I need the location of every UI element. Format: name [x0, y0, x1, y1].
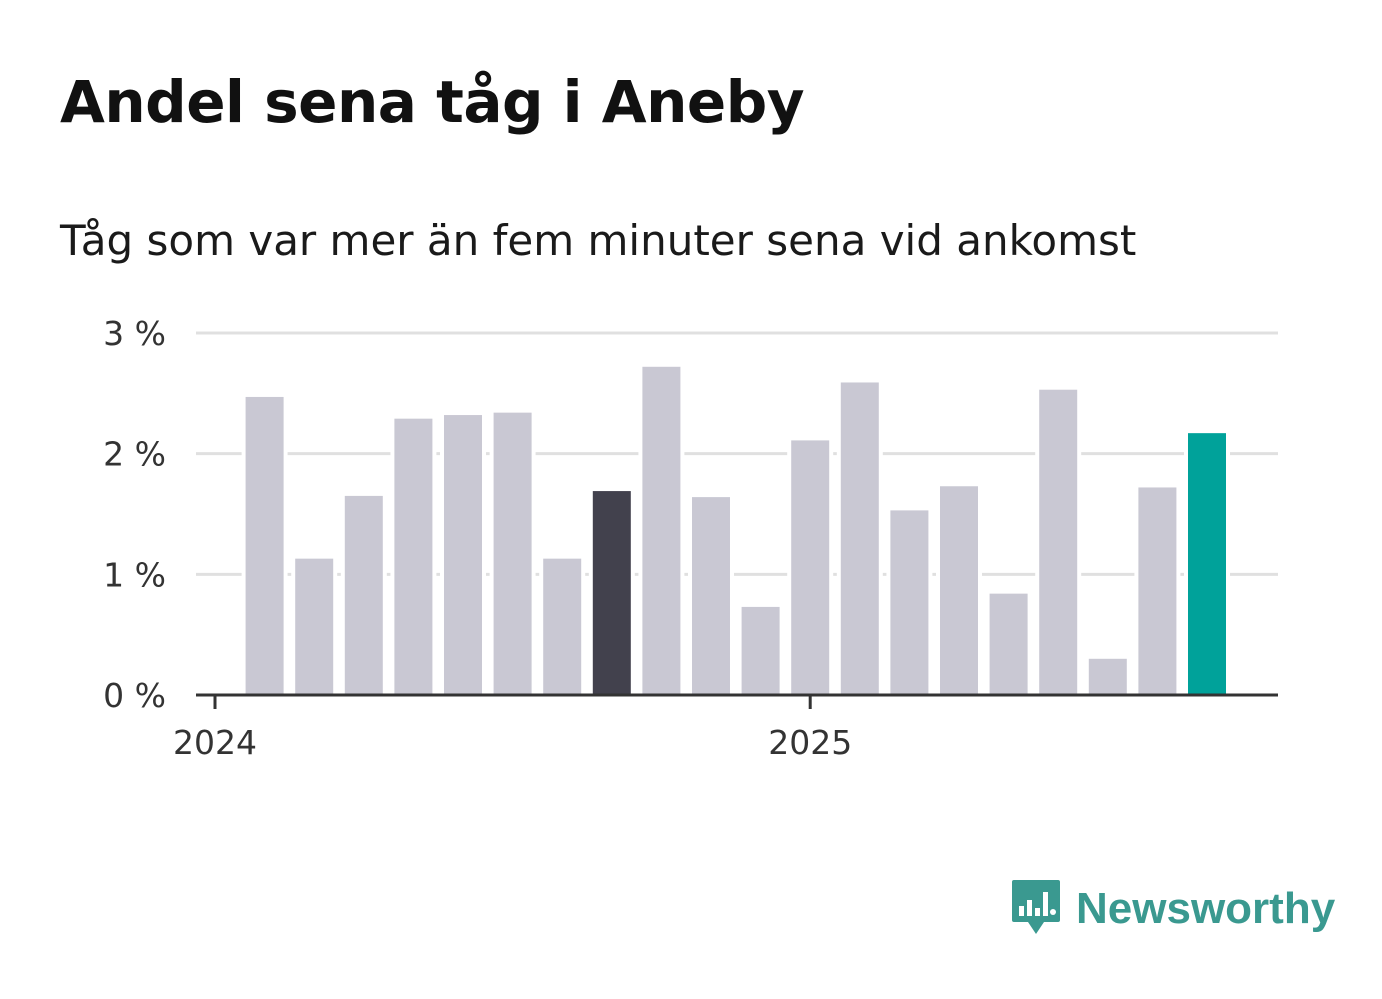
x-axis: [196, 693, 1278, 709]
bar: [444, 415, 482, 695]
bar: [890, 510, 929, 695]
bar: [642, 366, 681, 695]
bar: [295, 558, 334, 695]
brand-logo: Newsworthy: [1010, 878, 1335, 940]
newsworthy-logo-icon: [1012, 880, 1060, 934]
bar: [840, 382, 879, 695]
x-tick-label: 2024: [173, 723, 257, 762]
chart-title: Andel sena tåg i Aneby: [60, 68, 805, 136]
brand-name: Newsworthy: [1076, 884, 1336, 933]
bar: [692, 497, 730, 695]
tick-labels: 0 % 1 % 2 % 3 % 2024 2025: [103, 314, 852, 762]
bar: [791, 440, 830, 695]
bar: [344, 495, 383, 695]
bars: [241, 366, 1230, 695]
bar: [592, 491, 631, 695]
y-tick-label: 2 %: [103, 435, 166, 474]
y-tick-label: 0 %: [103, 676, 166, 715]
bar: [543, 558, 582, 695]
bar: [1138, 487, 1177, 695]
bar: [394, 418, 433, 695]
y-tick-label: 3 %: [103, 314, 166, 353]
bar: [940, 486, 978, 695]
chart-subtitle: Tåg som var mer än fem minuter sena vid …: [60, 216, 1137, 265]
bar: [741, 606, 780, 695]
bar: [1088, 658, 1127, 695]
bar: [1039, 389, 1078, 695]
bar: [1188, 433, 1226, 695]
bar: [493, 412, 532, 695]
bar: [989, 593, 1028, 695]
x-tick-label: 2025: [768, 723, 852, 762]
y-tick-label: 1 %: [103, 555, 166, 594]
bar: [245, 396, 284, 695]
